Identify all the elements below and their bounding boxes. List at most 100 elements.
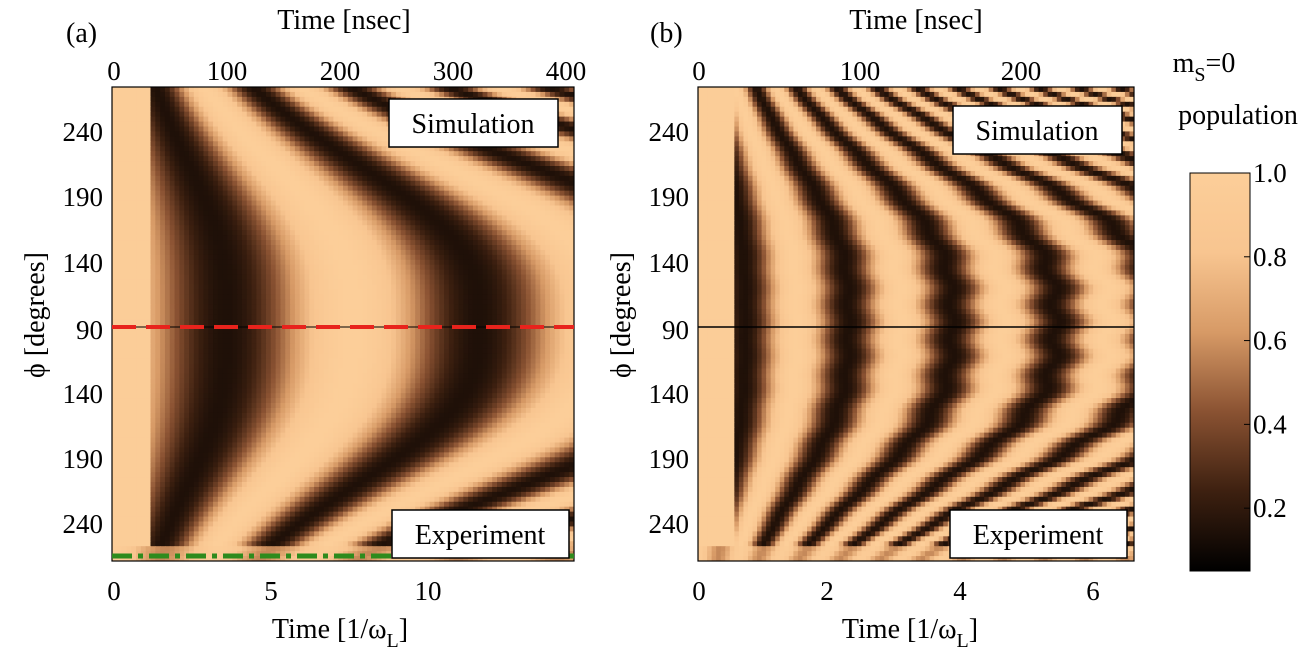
heatmap-cell xyxy=(256,175,262,182)
heatmap-cell xyxy=(241,259,248,266)
heatmap-cell xyxy=(497,225,503,231)
heatmap-cell xyxy=(126,200,132,207)
heatmap-cell xyxy=(150,319,156,325)
heatmap-cell xyxy=(545,309,551,315)
heatmap-cell xyxy=(386,294,392,300)
heatmap-cell xyxy=(333,151,339,157)
heatmap-cell xyxy=(516,240,522,246)
heatmap-cell xyxy=(290,240,296,246)
heatmap-cell xyxy=(506,170,513,177)
heatmap-cell xyxy=(198,136,205,142)
heatmap-cell xyxy=(434,151,440,157)
heatmap-cell xyxy=(112,249,118,256)
heatmap-cell xyxy=(150,220,156,226)
heatmap-cell xyxy=(174,131,180,137)
heatmap-cell xyxy=(545,338,551,345)
heatmap-cell xyxy=(559,225,565,231)
heatmap-cell xyxy=(415,161,421,167)
heatmap-cell xyxy=(429,225,436,231)
heatmap-cell xyxy=(367,240,373,246)
heatmap-cell xyxy=(410,299,416,305)
heatmap-cell xyxy=(179,136,185,142)
heatmap-cell xyxy=(463,309,469,315)
heatmap-cell xyxy=(525,230,532,236)
heatmap-cell xyxy=(530,87,537,93)
heatmap-cell xyxy=(193,87,200,93)
heatmap-cell xyxy=(477,254,484,261)
heatmap-cell xyxy=(174,96,180,103)
heatmap-cell xyxy=(299,116,306,123)
heatmap-cell xyxy=(164,121,171,128)
heatmap-cell xyxy=(415,175,421,182)
heatmap-cell xyxy=(439,304,445,310)
heatmap-cell xyxy=(145,235,152,241)
heatmap-cell xyxy=(261,220,267,226)
heatmap-cell xyxy=(261,200,267,207)
heatmap-cell xyxy=(290,269,296,276)
heatmap-cell xyxy=(453,240,460,246)
heatmap-cell xyxy=(270,166,277,172)
heatmap-cell xyxy=(140,106,147,113)
heatmap-cell xyxy=(164,314,171,320)
heatmap-cell xyxy=(280,333,286,340)
heatmap-cell xyxy=(116,319,123,325)
heatmap-cell xyxy=(501,205,508,212)
heatmap-cell xyxy=(371,170,378,177)
heatmap-cell xyxy=(193,185,200,192)
heatmap-cell xyxy=(391,151,397,157)
heatmap-cell xyxy=(309,136,315,142)
heatmap-cell xyxy=(472,146,479,152)
heatmap-cell xyxy=(256,190,262,197)
heatmap-cell xyxy=(155,245,161,251)
heatmap-cell xyxy=(145,136,152,142)
heatmap-cell xyxy=(362,101,368,108)
heatmap-cell xyxy=(434,299,440,305)
heatmap-cell xyxy=(569,289,574,295)
heatmap-cell xyxy=(136,230,142,236)
heatmap-cell xyxy=(429,200,436,207)
heatmap-cell xyxy=(439,245,445,251)
heatmap-cell xyxy=(309,161,315,167)
heatmap-cell xyxy=(193,245,200,251)
heatmap-cell xyxy=(318,200,325,207)
heatmap-cell xyxy=(328,274,334,281)
heatmap-cell xyxy=(208,299,214,305)
heatmap-cell xyxy=(280,240,286,246)
heatmap-cell xyxy=(487,240,493,246)
heatmap-cell xyxy=(434,91,440,98)
heatmap-cell xyxy=(314,249,320,256)
heatmap-cell xyxy=(371,166,378,172)
heatmap-cell xyxy=(174,225,180,231)
heatmap-cell xyxy=(371,185,378,192)
heatmap-cell xyxy=(246,185,253,192)
heatmap-cell xyxy=(237,205,243,212)
heatmap-cell xyxy=(525,185,532,192)
heatmap-cell xyxy=(203,299,209,305)
heatmap-cell xyxy=(477,161,484,167)
heatmap-cell xyxy=(304,116,310,123)
heatmap-cell xyxy=(501,304,508,310)
heatmap-cell xyxy=(164,338,171,345)
heatmap-cell xyxy=(448,245,455,251)
heatmap-cell xyxy=(304,180,310,187)
heatmap-cell xyxy=(126,259,132,266)
heatmap-cell xyxy=(410,166,416,172)
heatmap-cell xyxy=(169,101,176,108)
heatmap-cell xyxy=(251,304,257,310)
heatmap-cell xyxy=(540,259,546,266)
heatmap-cell xyxy=(420,338,426,345)
heatmap-cell xyxy=(357,200,363,207)
heatmap-cell xyxy=(184,136,190,142)
heatmap-cell xyxy=(501,338,508,345)
heatmap-cell xyxy=(352,304,359,310)
heatmap-cell xyxy=(525,161,532,167)
heatmap-cell xyxy=(357,151,363,157)
heatmap-cell xyxy=(314,91,320,98)
heatmap-cell xyxy=(299,299,306,305)
heatmap-cell xyxy=(535,245,541,251)
heatmap-cell xyxy=(140,230,147,236)
heatmap-cell xyxy=(338,180,344,187)
heatmap-cell xyxy=(164,205,171,212)
heatmap-cell xyxy=(208,200,214,207)
heatmap-cell xyxy=(241,156,248,162)
